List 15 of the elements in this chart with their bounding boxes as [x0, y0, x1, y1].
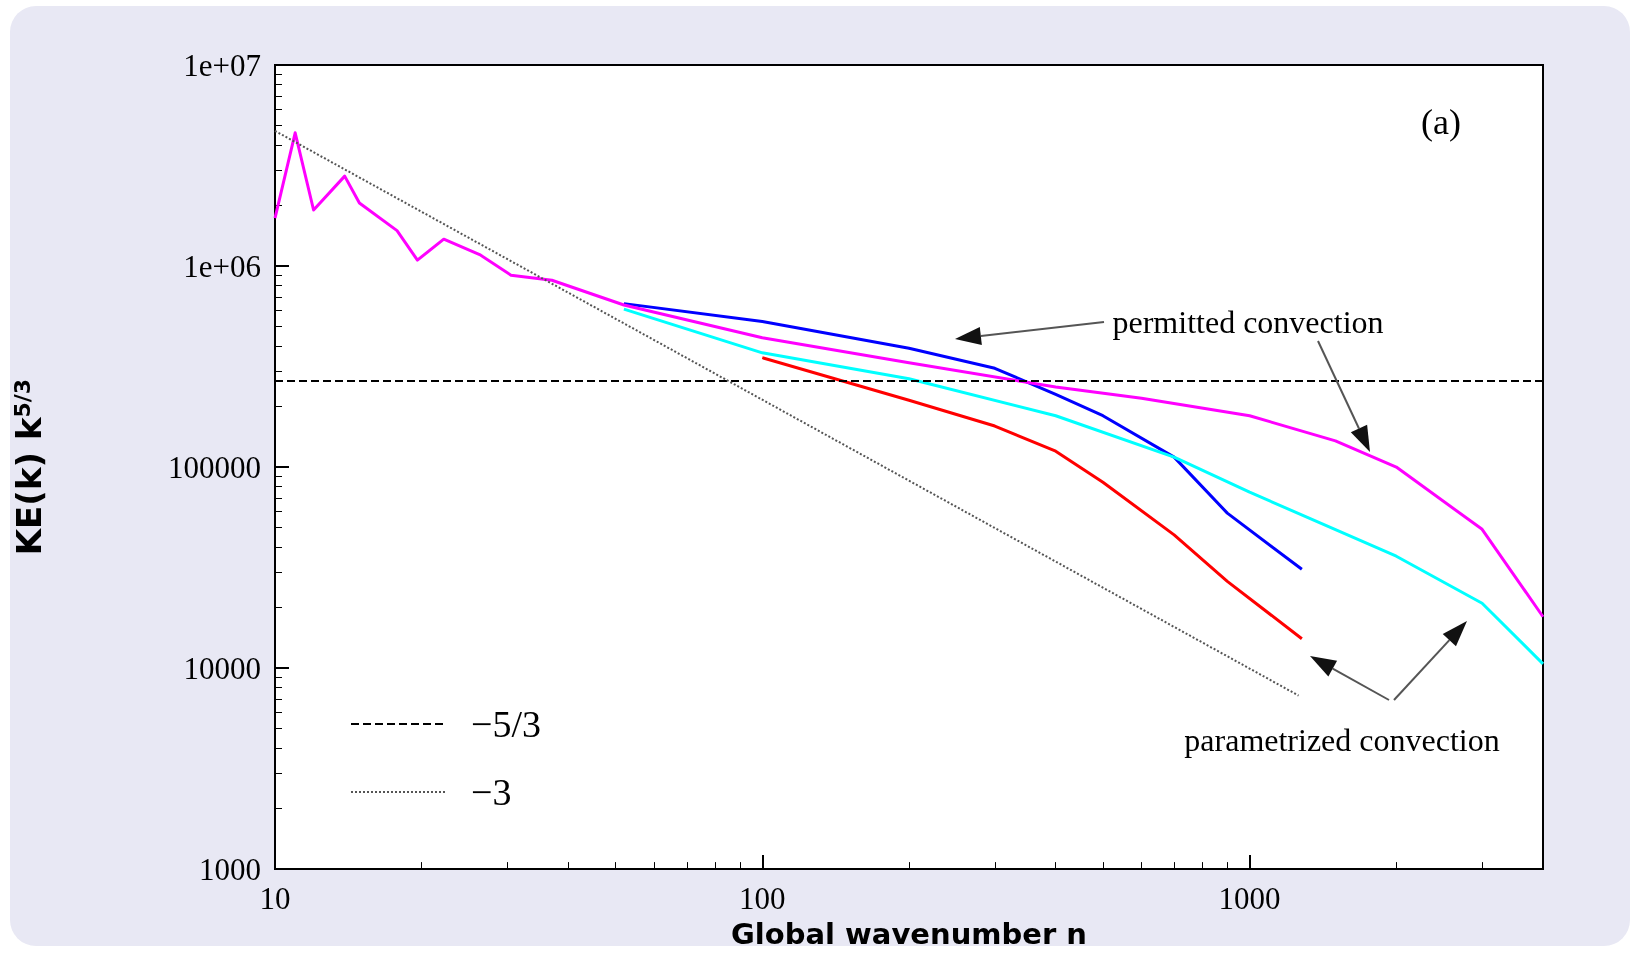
annotation: permitted convection [1112, 304, 1384, 340]
legend-label: −3 [471, 771, 512, 813]
x-tick-label: 1000 [1218, 881, 1281, 917]
y-tick-label: 1000 [199, 851, 261, 887]
y-tick-label: 100000 [168, 449, 261, 485]
x-tick-label: 10 [259, 881, 291, 917]
y-tick-label: 10000 [183, 650, 261, 686]
y-tick-label: 1e+06 [183, 248, 261, 284]
x-axis-title: Global wavenumber n [731, 916, 1087, 951]
annotation: (a) [1421, 102, 1461, 142]
y-axis-title: KE(k) k5/3 [9, 378, 49, 556]
x-tick-label: 100 [739, 881, 786, 917]
y-tick-label: 1e+07 [183, 47, 261, 83]
legend-label: −5/3 [471, 703, 541, 745]
annotation: parametrized convection [1184, 722, 1500, 758]
